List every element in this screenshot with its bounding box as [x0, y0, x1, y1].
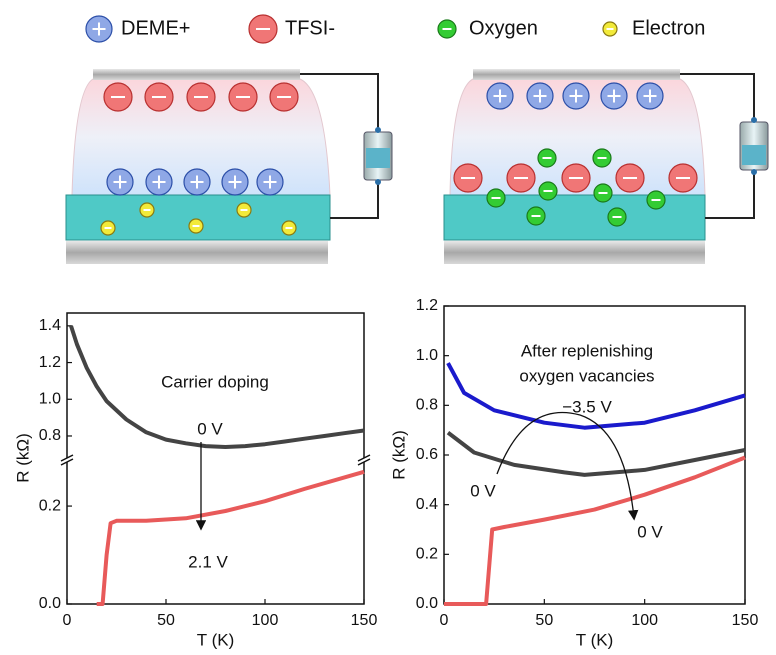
ions [85, 14, 698, 236]
series-label: 0 V [470, 481, 496, 500]
y-tick-label: 1.4 [39, 317, 61, 334]
data-line [446, 362, 746, 430]
series-label: 0 V [637, 522, 663, 541]
x-tick-label: 0 [440, 612, 449, 629]
legend-label: Electron [632, 17, 705, 39]
data-line [446, 431, 746, 477]
y-tick-label: 0.8 [416, 397, 438, 414]
data-line [444, 455, 746, 606]
y-tick-label: 1.0 [416, 347, 438, 364]
axis-frame [66, 312, 365, 605]
x-tick-label: 150 [732, 612, 759, 629]
axis-break [357, 454, 371, 462]
y-tick-label: 0.6 [416, 446, 438, 463]
y-tick-label: 0.2 [416, 546, 438, 563]
x-tick-label: 50 [535, 612, 553, 629]
x-tick-label: 50 [157, 612, 175, 629]
series-label: 2.1 V [188, 552, 228, 571]
series-label: 0 V [197, 419, 223, 438]
data-line [69, 325, 365, 449]
schematic-left [65, 69, 393, 264]
x-tick-label: 150 [351, 612, 378, 629]
annotation: oxygen vacancies [519, 366, 654, 385]
annotation: Carrier doping [161, 372, 269, 391]
axis-break [357, 458, 371, 466]
y-tick-label: 1.2 [416, 297, 438, 314]
y-tick-label: 1.2 [39, 354, 61, 371]
y-axis-label: R (kΩ) [389, 430, 408, 480]
y-tick-label: 0.0 [39, 595, 61, 612]
x-axis-label: T (K) [197, 630, 234, 649]
arrow [496, 411, 639, 521]
annotation: After replenishing [521, 341, 653, 360]
x-tick-label: 100 [631, 612, 658, 629]
series-label: −3.5 V [562, 397, 612, 416]
legend-label: DEME+ [121, 17, 190, 39]
x-tick-label: 100 [252, 612, 279, 629]
y-tick-label: 1.0 [39, 390, 61, 407]
axis-break [60, 454, 74, 462]
legend-label: Oxygen [469, 17, 538, 39]
x-axis-label: T (K) [576, 630, 613, 649]
y-tick-label: 0.0 [416, 595, 438, 612]
y-tick-label: 0.2 [39, 497, 61, 514]
y-tick-label: 0.8 [39, 427, 61, 444]
x-tick-label: 0 [63, 612, 72, 629]
legend-label: TFSI- [285, 17, 335, 39]
data-line [96, 469, 365, 606]
y-axis-label: R (kΩ) [13, 433, 32, 483]
y-tick-label: 0.4 [416, 496, 438, 513]
axis-break [60, 458, 74, 466]
